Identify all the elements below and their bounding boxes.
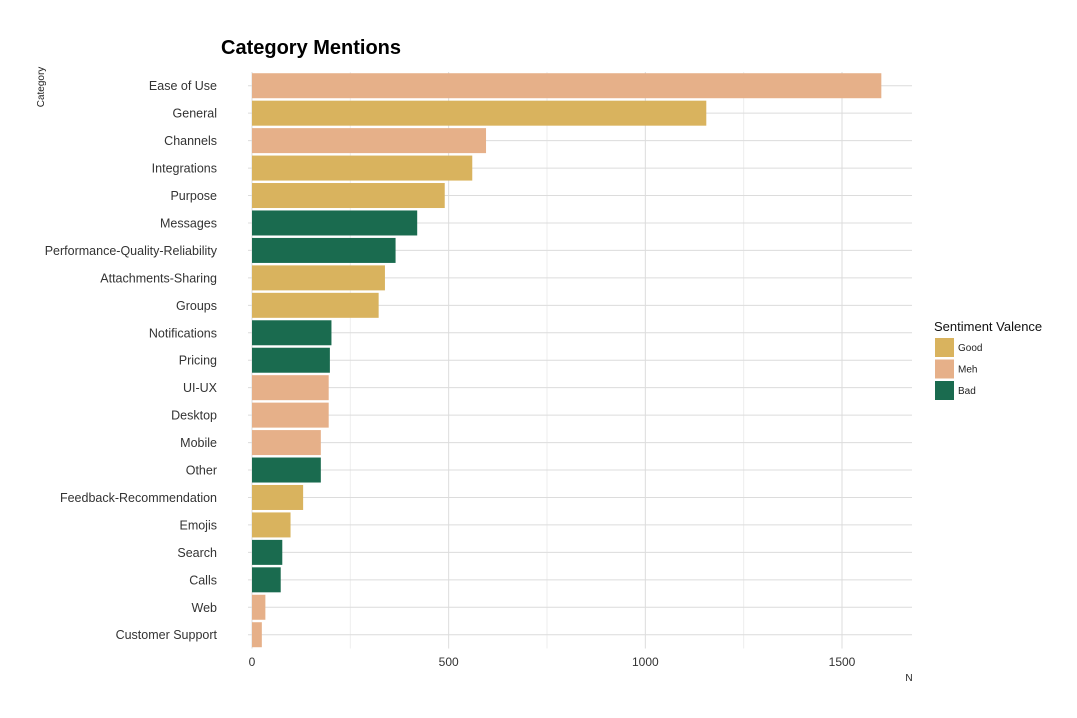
- legend-swatch-bad: [935, 381, 954, 400]
- category-label: UI-UX: [183, 381, 218, 395]
- category-label: Mobile: [180, 436, 217, 450]
- bar-purpose: [252, 183, 445, 209]
- bar-ui-ux: [252, 375, 329, 401]
- category-label: Pricing: [179, 354, 217, 368]
- bar-ease-of-use: [252, 73, 882, 99]
- bar-customer-support: [252, 622, 262, 648]
- legend-label-meh: Meh: [958, 365, 977, 376]
- legend-swatch-meh: [935, 359, 954, 379]
- bar-other: [252, 457, 321, 483]
- legend-swatch-good: [935, 338, 954, 357]
- legend-label-bad: Bad: [958, 386, 976, 397]
- bar-emojis: [252, 512, 291, 538]
- bar-desktop: [252, 402, 329, 428]
- category-label: Ease of Use: [149, 79, 217, 93]
- category-label: Messages: [160, 216, 217, 230]
- bar-pricing: [252, 347, 330, 373]
- bar-general: [252, 100, 707, 126]
- bar-groups: [252, 292, 379, 318]
- bar-attachments-sharing: [252, 265, 385, 291]
- category-label: Emojis: [179, 518, 217, 532]
- category-label: Groups: [176, 299, 217, 313]
- category-label: Performance-Quality-Reliability: [45, 244, 218, 258]
- y-axis-title: Category: [36, 67, 47, 108]
- x-tick-label: 0: [249, 655, 256, 669]
- category-label: Purpose: [170, 189, 217, 203]
- bar-feedback-recommendation: [252, 484, 304, 510]
- bar-web: [252, 594, 266, 620]
- category-label: Channels: [164, 134, 217, 148]
- category-label: Other: [186, 464, 217, 478]
- chart-title: Category Mentions: [221, 37, 401, 59]
- category-label: Customer Support: [116, 628, 218, 642]
- category-label: Calls: [189, 573, 217, 587]
- legend-title: Sentiment Valence: [934, 319, 1042, 334]
- bar-integrations: [252, 155, 473, 181]
- category-label: Web: [192, 601, 218, 615]
- bar-calls: [252, 567, 281, 593]
- bar-search: [252, 539, 283, 565]
- legend-label-good: Good: [958, 343, 982, 354]
- bar-notifications: [252, 320, 332, 346]
- category-label: General: [173, 107, 217, 121]
- x-tick-labels: 0 500 1000 1500: [249, 655, 856, 669]
- x-axis-title: N: [905, 673, 912, 684]
- category-labels: Ease of Use General Channels Integrations Pu…: [45, 79, 218, 642]
- bar-mobile: [252, 430, 321, 456]
- x-tick-label: 500: [439, 655, 459, 669]
- category-label: Feedback-Recommendation: [60, 491, 217, 505]
- x-tick-label: 1500: [829, 655, 856, 669]
- category-label: Desktop: [171, 409, 217, 423]
- bar-messages: [252, 210, 418, 236]
- bar-channels: [252, 128, 487, 154]
- category-label: Integrations: [152, 162, 217, 176]
- category-label: Notifications: [149, 326, 217, 340]
- category-label: Attachments-Sharing: [100, 271, 217, 285]
- legend: Sentiment Valence Good Meh Bad: [934, 319, 1042, 400]
- category-label: Search: [177, 546, 217, 560]
- bars-group: [252, 73, 882, 648]
- x-tick-label: 1000: [632, 655, 659, 669]
- bar-performance-quality-reliability: [252, 237, 396, 263]
